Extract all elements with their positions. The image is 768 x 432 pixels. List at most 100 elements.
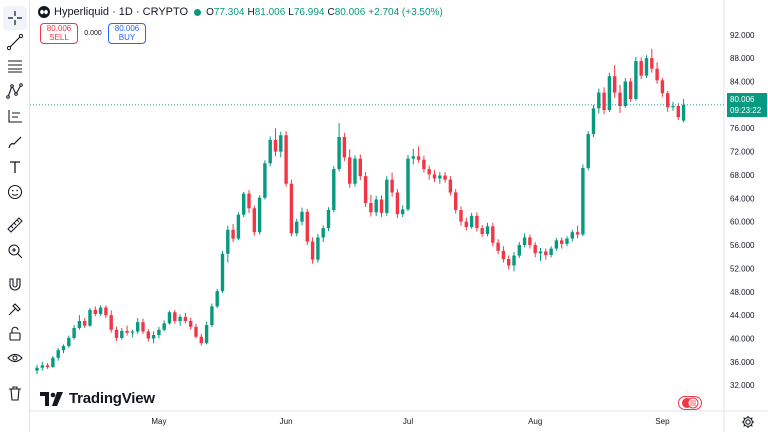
candle-body[interactable] bbox=[507, 259, 511, 266]
trash-icon[interactable] bbox=[3, 381, 27, 405]
candle-body[interactable] bbox=[310, 241, 315, 260]
candle-body[interactable] bbox=[40, 365, 44, 368]
brush-icon[interactable] bbox=[3, 130, 27, 154]
candle-body[interactable] bbox=[321, 228, 325, 238]
candle-body[interactable] bbox=[586, 134, 590, 168]
fib-icon[interactable] bbox=[3, 54, 27, 78]
candle-body[interactable] bbox=[655, 68, 659, 81]
candle-body[interactable] bbox=[295, 221, 299, 234]
candle-body[interactable] bbox=[289, 183, 294, 234]
candle-body[interactable] bbox=[676, 106, 680, 118]
candle-body[interactable] bbox=[464, 221, 468, 227]
candle-body[interactable] bbox=[496, 242, 500, 251]
candle-body[interactable] bbox=[411, 156, 415, 159]
candle-body[interactable] bbox=[146, 331, 150, 339]
symbol-name[interactable]: Hyperliquid · 1D · CRYPTO bbox=[54, 6, 189, 18]
candle-body[interactable] bbox=[634, 61, 638, 100]
candle-body[interactable] bbox=[448, 179, 453, 193]
eye-icon[interactable] bbox=[3, 346, 27, 370]
candle-body[interactable] bbox=[45, 365, 50, 368]
candle-body[interactable] bbox=[544, 251, 548, 255]
buy-button[interactable]: 80.006 BUY bbox=[108, 22, 146, 44]
candle-body[interactable] bbox=[628, 81, 633, 100]
lock-drawing-icon[interactable] bbox=[3, 297, 27, 321]
trend-line-icon[interactable] bbox=[3, 30, 27, 54]
candle-body[interactable] bbox=[67, 337, 71, 347]
forecast-icon[interactable] bbox=[3, 104, 27, 128]
candle-body[interactable] bbox=[173, 312, 177, 321]
candle-body[interactable] bbox=[353, 158, 357, 184]
candle-body[interactable] bbox=[385, 179, 389, 213]
candle-body[interactable] bbox=[379, 199, 384, 213]
us-market-flag-icon[interactable] bbox=[678, 396, 702, 410]
candle-body[interactable] bbox=[422, 159, 426, 170]
candle-body[interactable] bbox=[517, 245, 521, 256]
candle-body[interactable] bbox=[220, 253, 225, 292]
candle-body[interactable] bbox=[390, 179, 394, 193]
candle-body[interactable] bbox=[61, 346, 66, 351]
candle-body[interactable] bbox=[475, 215, 479, 229]
candle-body[interactable] bbox=[613, 76, 617, 93]
candle-body[interactable] bbox=[666, 93, 670, 108]
candle-body[interactable] bbox=[141, 322, 145, 332]
ruler-icon[interactable] bbox=[3, 213, 27, 237]
candle-body[interactable] bbox=[591, 108, 596, 135]
candle-body[interactable] bbox=[363, 176, 368, 203]
candle-body[interactable] bbox=[189, 320, 193, 327]
candle-body[interactable] bbox=[342, 136, 347, 158]
candle-body[interactable] bbox=[72, 327, 76, 338]
candle-body[interactable] bbox=[93, 309, 97, 314]
candle-body[interactable] bbox=[226, 229, 230, 254]
candle-body[interactable] bbox=[597, 92, 601, 109]
candle-body[interactable] bbox=[252, 208, 256, 233]
emoji-icon[interactable] bbox=[3, 180, 27, 204]
candle-body[interactable] bbox=[300, 211, 304, 222]
candle-body[interactable] bbox=[681, 104, 686, 121]
candle-body[interactable] bbox=[432, 174, 437, 179]
candle-body[interactable] bbox=[231, 229, 235, 239]
candle-body[interactable] bbox=[501, 250, 506, 260]
candle-body[interactable] bbox=[358, 158, 362, 177]
candle-body[interactable] bbox=[194, 326, 198, 337]
candle-body[interactable] bbox=[512, 255, 516, 266]
candle-body[interactable] bbox=[77, 320, 82, 328]
candle-body[interactable] bbox=[602, 92, 606, 111]
candle-body[interactable] bbox=[639, 61, 643, 76]
candle-body[interactable] bbox=[406, 158, 410, 210]
candle-body[interactable] bbox=[210, 306, 214, 326]
candle-body[interactable] bbox=[236, 214, 241, 239]
candle-body[interactable] bbox=[459, 210, 463, 222]
candle-body[interactable] bbox=[51, 357, 55, 368]
candle-body[interactable] bbox=[427, 169, 431, 175]
candle-body[interactable] bbox=[618, 92, 622, 107]
candle-body[interactable] bbox=[157, 329, 161, 336]
candle-body[interactable] bbox=[199, 336, 203, 344]
candle-body[interactable] bbox=[151, 335, 156, 339]
candle-body[interactable] bbox=[395, 192, 400, 215]
crosshair-icon[interactable] bbox=[3, 6, 27, 30]
candle-body[interactable] bbox=[369, 202, 373, 213]
candle-body[interactable] bbox=[533, 245, 537, 254]
candle-body[interactable] bbox=[120, 330, 124, 338]
candle-body[interactable] bbox=[136, 322, 140, 332]
candle-body[interactable] bbox=[183, 316, 188, 321]
candle-body[interactable] bbox=[204, 325, 209, 344]
candle-body[interactable] bbox=[215, 291, 219, 307]
candle-body[interactable] bbox=[242, 193, 246, 215]
candle-body[interactable] bbox=[273, 139, 278, 152]
candle-body[interactable] bbox=[401, 209, 405, 215]
candle-body[interactable] bbox=[104, 307, 108, 316]
candle-body[interactable] bbox=[560, 240, 564, 244]
candle-body[interactable] bbox=[284, 135, 288, 184]
candle-body[interactable] bbox=[443, 175, 447, 180]
candle-body[interactable] bbox=[438, 175, 442, 179]
candle-body[interactable] bbox=[549, 248, 553, 255]
candle-body[interactable] bbox=[485, 226, 490, 234]
candle-body[interactable] bbox=[316, 237, 320, 260]
pattern-icon[interactable] bbox=[3, 79, 27, 103]
candle-body[interactable] bbox=[469, 215, 474, 227]
candle-body[interactable] bbox=[522, 237, 527, 246]
candle-body[interactable] bbox=[480, 228, 484, 234]
candle-body[interactable] bbox=[337, 136, 341, 170]
